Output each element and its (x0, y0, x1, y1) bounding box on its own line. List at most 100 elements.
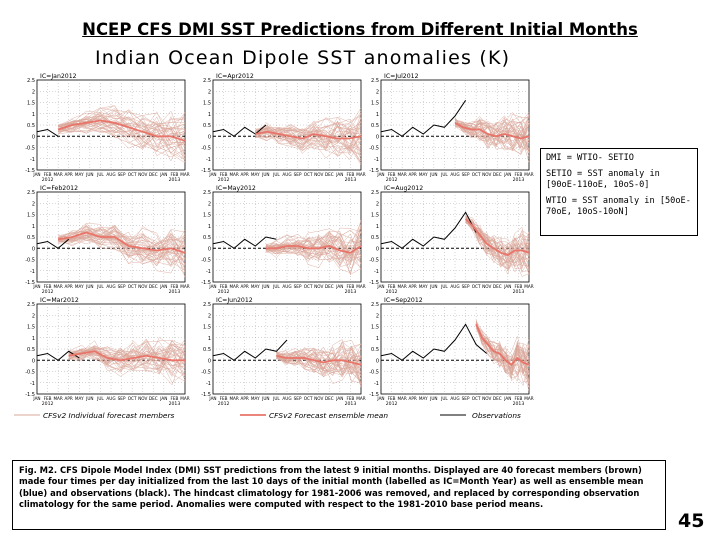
x-year-label: 2013 (169, 177, 181, 183)
x-tick-label: AUG (282, 396, 291, 401)
forecast-member-line (276, 351, 362, 385)
y-tick-label: -0.5 (201, 146, 211, 152)
x-tick-label: JUN (429, 172, 437, 177)
y-tick-label: 0 (32, 358, 35, 364)
forecast-member-line (255, 131, 362, 164)
panel-ic-label: IC=Jan2012 (40, 73, 77, 80)
forecast-member-line (255, 122, 362, 148)
y-tick-label: -1.5 (201, 168, 211, 174)
y-tick-label: -1 (30, 157, 35, 163)
forecast-member-line (454, 120, 530, 155)
x-tick-label: MAR (53, 396, 62, 401)
x-tick-label: MAY (75, 396, 84, 401)
x-tick-label: JAN (503, 284, 511, 289)
y-tick-label: 1 (32, 224, 35, 230)
x-tick-label: FEB (346, 396, 354, 401)
y-tick-label: 1 (208, 224, 211, 230)
x-tick-label: JUN (429, 396, 437, 401)
x-tick-label: FEB (220, 172, 228, 177)
y-tick-label: 2 (32, 89, 35, 95)
y-tick-label: 0.5 (203, 123, 211, 129)
x-tick-label: NOV (314, 172, 323, 177)
y-tick-label: -1.5 (201, 392, 211, 398)
observation-line (380, 323, 488, 361)
y-tick-label: -0.5 (369, 146, 379, 152)
x-tick-label: FEB (220, 284, 228, 289)
x-tick-label: FEB (388, 172, 396, 177)
y-tick-label: 2 (376, 89, 379, 95)
x-tick-label: JUN (261, 396, 269, 401)
x-tick-label: JUL (272, 284, 280, 289)
x-tick-label: NOV (314, 284, 323, 289)
forecast-member-line (276, 347, 362, 376)
y-tick-label: 2.5 (203, 190, 211, 196)
x-tick-label: JUN (429, 284, 437, 289)
x-tick-label: AUG (106, 396, 115, 401)
panel-ic-label: IC=Apr2012 (216, 73, 254, 80)
y-tick-label: 2.5 (203, 302, 211, 308)
y-tick-label: 0.5 (203, 347, 211, 353)
panel-ic-label: IC=Aug2012 (384, 185, 423, 192)
forecast-member-line (58, 225, 186, 271)
x-tick-label: SEP (462, 396, 470, 401)
forecast-member-line (276, 355, 362, 388)
x-tick-label: JAN (376, 172, 384, 177)
x-tick-label: MAY (419, 284, 428, 289)
forecast-member-line (68, 345, 186, 376)
y-tick-label: -1 (206, 157, 211, 163)
x-tick-label: JAN (335, 284, 343, 289)
x-tick-label: DEC (149, 396, 158, 401)
forecast-member-line (68, 349, 186, 376)
y-tick-label: -1 (206, 269, 211, 275)
x-tick-label: MAR (229, 284, 238, 289)
x-year-label: 2012 (386, 401, 398, 407)
x-tick-label: JAN (208, 172, 216, 177)
x-tick-label: SEP (294, 284, 302, 289)
x-year-label: 2012 (42, 177, 54, 183)
y-tick-label: 0 (208, 246, 211, 252)
x-tick-label: MAR (229, 172, 238, 177)
y-tick-label: -1 (30, 381, 35, 387)
y-tick-label: -0.5 (201, 258, 211, 264)
x-tick-label: MAY (419, 172, 428, 177)
forecast-member-line (465, 219, 530, 267)
x-tick-label: JUN (261, 284, 269, 289)
forecast-member-line (265, 229, 362, 259)
forecast-member-line (454, 113, 530, 134)
x-tick-label: OCT (304, 284, 313, 289)
x-tick-label: SEP (118, 172, 126, 177)
forecast-member-line (58, 110, 186, 157)
forecast-member-line (58, 235, 186, 259)
x-tick-label: OCT (472, 172, 481, 177)
y-tick-label: -0.5 (369, 258, 379, 264)
ensemble-mean-line (475, 323, 530, 367)
x-tick-label: JAN (208, 284, 216, 289)
observation-line (36, 350, 80, 361)
x-tick-label: JUN (261, 172, 269, 177)
x-tick-label: OCT (304, 172, 313, 177)
y-tick-label: 1 (32, 112, 35, 118)
x-tick-label: AUG (282, 284, 291, 289)
x-tick-label: JUL (440, 284, 448, 289)
x-year-label: 2012 (218, 289, 230, 295)
x-tick-label: JUL (440, 172, 448, 177)
y-tick-label: 2.5 (371, 78, 379, 84)
x-tick-label: AUG (450, 396, 459, 401)
x-tick-label: JAN (376, 396, 384, 401)
forecast-member-line (454, 116, 530, 137)
y-tick-label: 0 (376, 246, 379, 252)
ensemble-mean-line (265, 245, 362, 254)
x-tick-label: JAN (159, 396, 167, 401)
x-tick-label: MAY (251, 396, 260, 401)
x-tick-label: NOV (482, 284, 491, 289)
y-tick-label: 0.5 (27, 235, 35, 241)
panel-ic-label: IC=Jun2012 (216, 297, 253, 304)
legend-members-label: CFSv2 Individual forecast members (43, 411, 174, 420)
y-tick-label: 2.5 (27, 302, 35, 308)
forecast-member-line (265, 227, 362, 260)
